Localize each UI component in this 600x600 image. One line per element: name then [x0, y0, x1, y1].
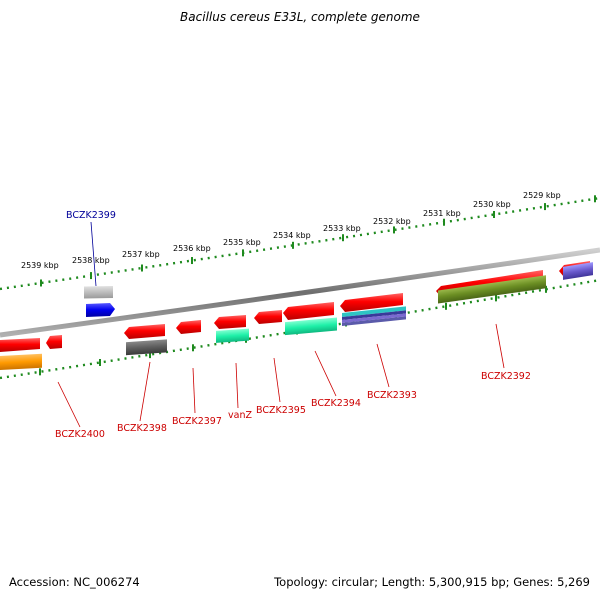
genome-summary-text: Topology: circular; Length: 5,300,915 bp…: [274, 575, 590, 589]
gene-feature-purple[interactable]: [563, 262, 593, 280]
scale-label: 2539 kbp: [21, 261, 59, 270]
label-leaders: [57, 221, 505, 428]
reverse-strand-features: [84, 286, 115, 317]
gene-label-bczk2395[interactable]: BCZK2395: [256, 405, 306, 416]
gene-feature-bczk2399-gray[interactable]: [84, 286, 113, 299]
gene-feature-teal-vanz[interactable]: [216, 328, 249, 343]
gene-label-vanz[interactable]: vanZ: [228, 410, 252, 421]
scale-label: 2538 kbp: [72, 256, 110, 265]
scale-label: 2530 kbp: [473, 200, 511, 209]
scale-label: 2534 kbp: [273, 231, 311, 240]
gene-label-bczk2392[interactable]: BCZK2392: [481, 371, 531, 382]
scale-label: 2529 kbp: [523, 191, 561, 200]
gene-feature-bczk2394[interactable]: [283, 302, 334, 320]
gene-label-bczk2399[interactable]: BCZK2399: [66, 210, 116, 221]
scale-label: 2531 kbp: [423, 209, 461, 218]
gene-label-bczk2398[interactable]: BCZK2398: [117, 423, 167, 434]
cog-colored-features: [0, 262, 593, 370]
gene-feature-teal-bczk2394[interactable]: [285, 317, 337, 336]
gene-feature-gray[interactable]: [126, 339, 167, 356]
gene-label-bczk2400[interactable]: BCZK2400: [55, 429, 105, 440]
scale-label: 2533 kbp: [323, 224, 361, 233]
outer-scale-ticks: [40, 195, 596, 287]
gene-label-bczk2393[interactable]: BCZK2393: [367, 390, 417, 401]
scale-label: 2532 kbp: [373, 217, 411, 226]
gene-feature-bczk2398[interactable]: [124, 324, 165, 339]
gene-feature-vanz[interactable]: [214, 315, 246, 329]
gene-feature-bczk2395[interactable]: [254, 310, 282, 324]
gene-feature-orange[interactable]: [0, 353, 42, 370]
gene-feature-olive[interactable]: [438, 275, 546, 304]
genome-title: Bacillus cereus E33L, complete genome: [180, 10, 420, 24]
accession-text: Accession: NC_006274: [9, 575, 140, 589]
scale-label: 2537 kbp: [122, 250, 160, 259]
outer-scale-arc: [0, 196, 600, 291]
gene-label-bczk2397[interactable]: BCZK2397: [172, 416, 222, 427]
scale-label: 2536 kbp: [173, 244, 211, 253]
gene-feature-small-red[interactable]: [46, 335, 62, 349]
scale-label: 2535 kbp: [223, 238, 261, 247]
gene-feature-bczk2397[interactable]: [176, 320, 201, 334]
gene-feature-multicolor-bczk2393[interactable]: [342, 306, 406, 327]
inner-scale-arc: [0, 278, 600, 380]
gene-feature-bczk2393[interactable]: [340, 293, 403, 312]
genome-backbone: [0, 247, 600, 338]
gene-feature-bczk2399[interactable]: [86, 303, 115, 317]
gene-feature-bczk2400-upstream[interactable]: [0, 338, 40, 352]
gene-label-bczk2394[interactable]: BCZK2394: [311, 398, 361, 409]
